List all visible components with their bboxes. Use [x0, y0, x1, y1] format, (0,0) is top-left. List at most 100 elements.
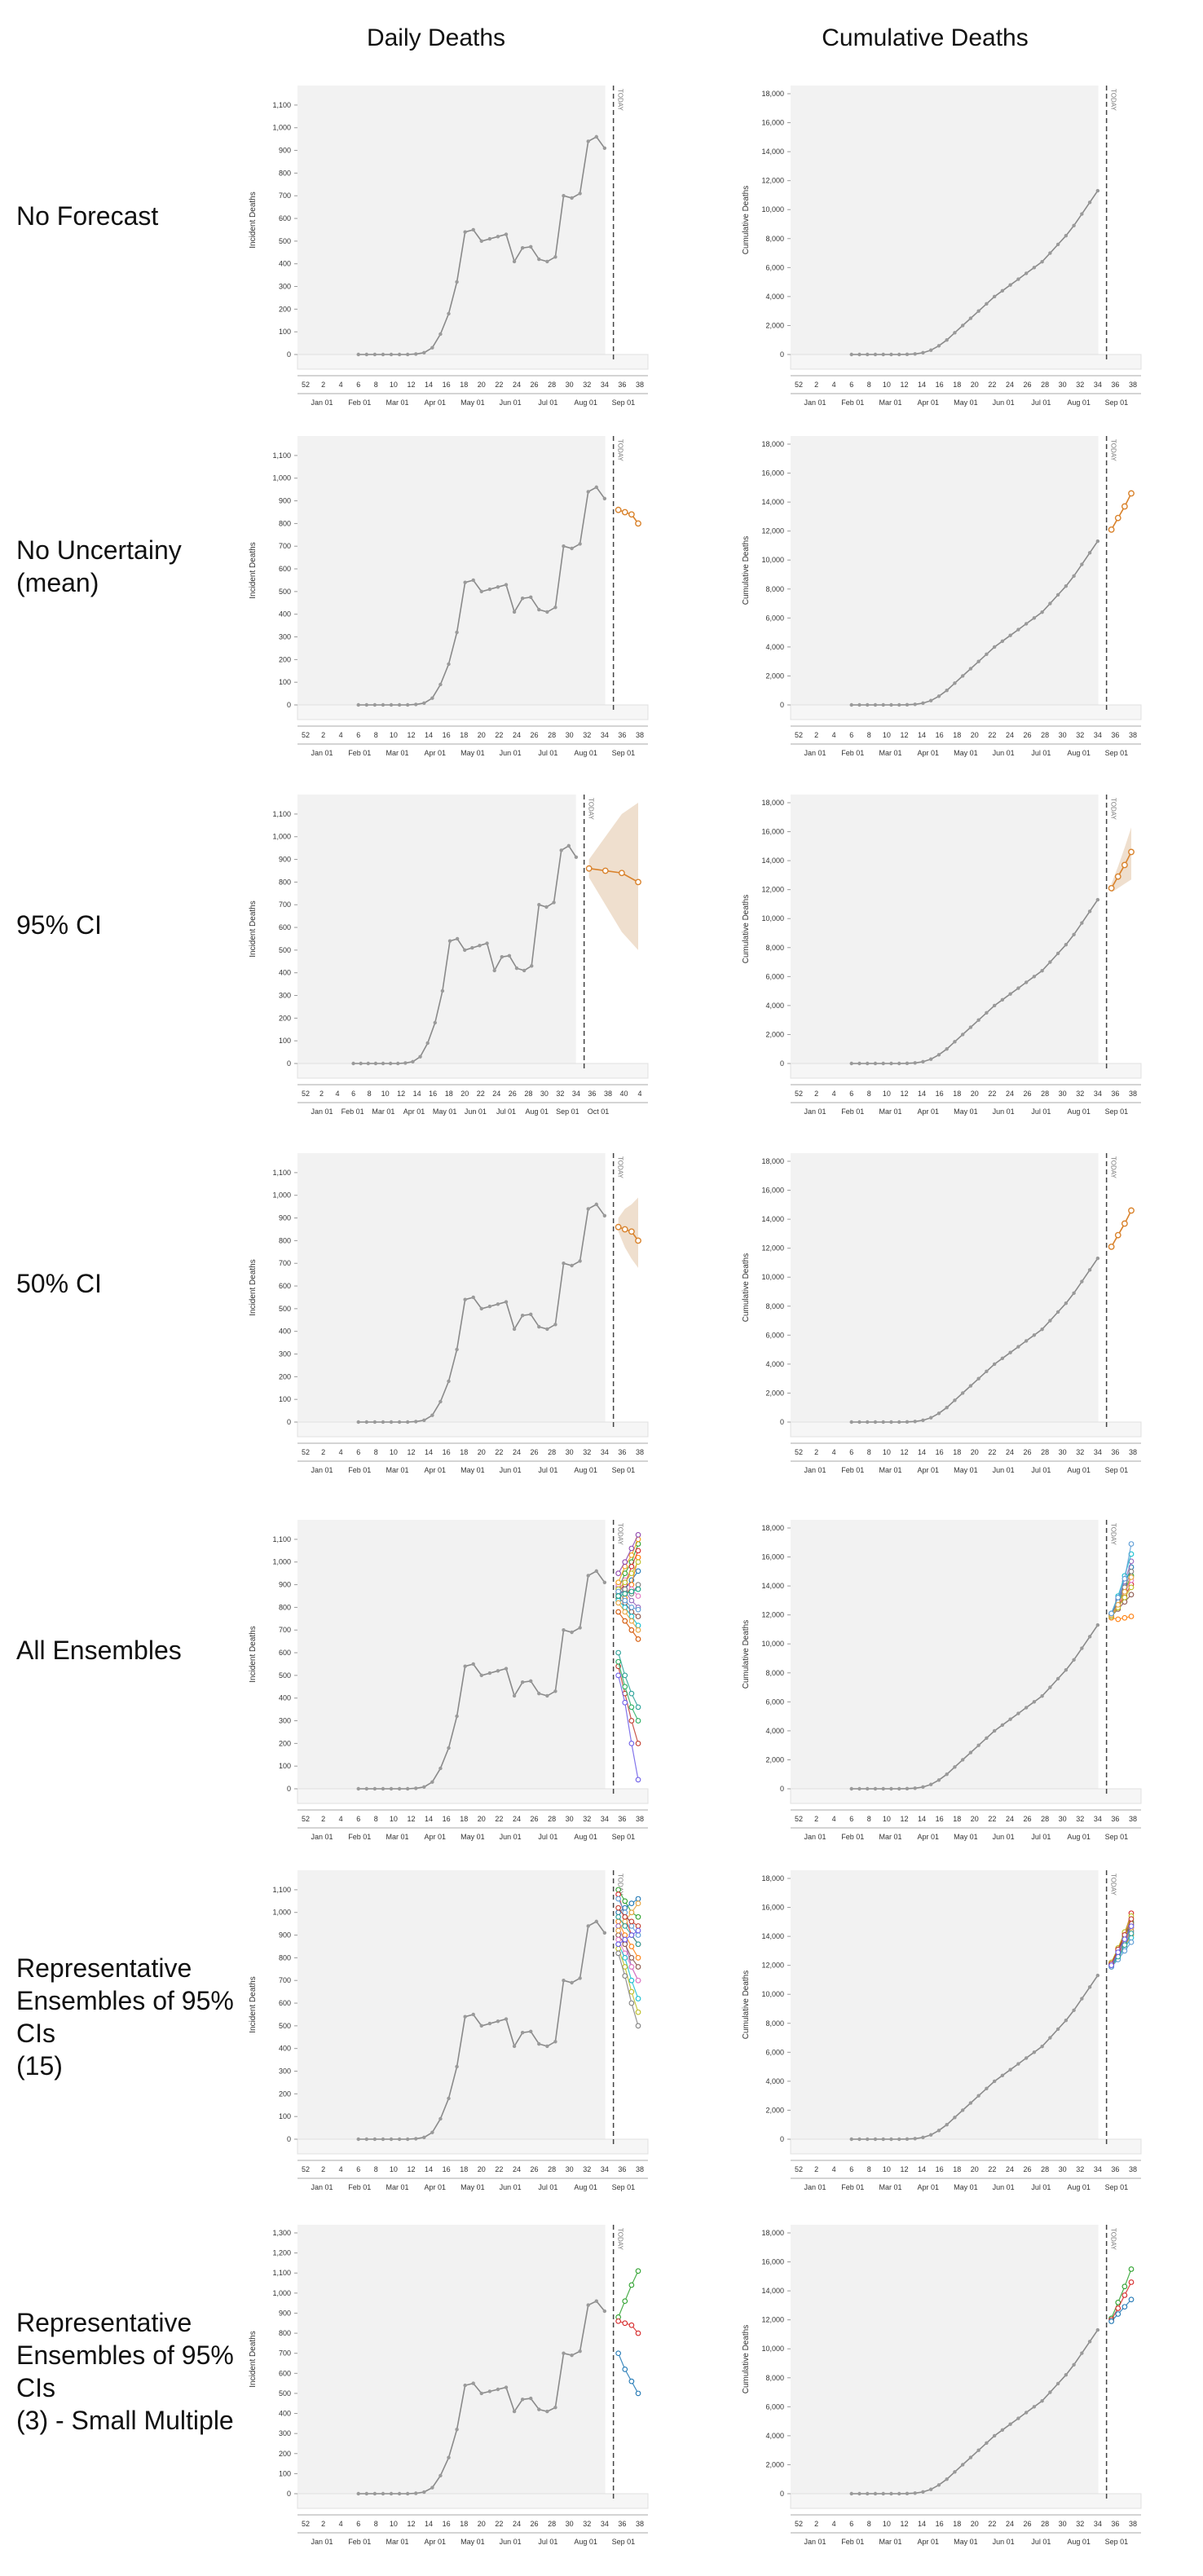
ensemble-line [1111, 1615, 1132, 1620]
observed-point [372, 1420, 377, 1425]
x-week-label: 6 [356, 1448, 360, 1456]
x-month-label: Feb 01 [342, 1107, 364, 1116]
x-week-label: 6 [849, 1815, 853, 1823]
observed-point [1072, 2362, 1076, 2367]
observed-point [364, 2491, 369, 2496]
observed-point [881, 2491, 885, 2496]
column-header-cumulative: Cumulative Deaths [822, 24, 1029, 51]
x-month-label: Jul 01 [538, 2183, 557, 2191]
forecast-point [635, 520, 641, 527]
observed-point [1064, 2373, 1069, 2377]
observed-point [992, 1362, 997, 1367]
x-week-label: 16 [429, 1090, 437, 1098]
observed-point [921, 701, 925, 706]
x-week-label: 22 [495, 2165, 503, 2173]
x-month-label: Mar 01 [879, 749, 901, 757]
x-month-label: Apr 01 [917, 1107, 939, 1116]
y-tick-label: 10,000 [761, 2345, 784, 2353]
y-tick-label: 1,000 [272, 1909, 291, 1917]
observed-point [545, 1693, 549, 1698]
observed-point [1040, 2399, 1044, 2403]
y-tick-label: 100 [279, 1395, 291, 1403]
ensemble-point [1128, 2296, 1135, 2303]
observed-point [405, 352, 410, 357]
observed-point [1055, 1676, 1060, 1681]
x-week-label: 36 [618, 731, 626, 739]
y-tick-label: 10,000 [761, 556, 784, 564]
x-week-label: 20 [478, 731, 486, 739]
y-tick-label: 0 [287, 1785, 291, 1793]
x-week-label: 32 [1076, 2165, 1084, 2173]
observed-point [594, 2299, 598, 2303]
ensemble-point [622, 1936, 628, 1943]
observed-point [1064, 943, 1069, 947]
x-week-label: 26 [1024, 1090, 1032, 1098]
observed-point [976, 1018, 980, 1022]
ensemble-line [1111, 1577, 1132, 1615]
observed-point [913, 1061, 917, 1065]
ensemble-point [622, 1597, 628, 1604]
past-region [791, 1520, 1099, 1789]
ensemble-line [1111, 1915, 1132, 1963]
ensemble-point [622, 1932, 628, 1938]
observed-point [1095, 897, 1100, 902]
x-week-label: 16 [936, 1090, 944, 1098]
observed-point [866, 702, 870, 707]
x-week-label: 36 [618, 381, 626, 389]
observed-point [463, 2383, 467, 2388]
x-week-label: 32 [1076, 1090, 1084, 1098]
ensemble-point [615, 1950, 621, 1957]
forecast-point [1128, 848, 1135, 856]
observed-point [976, 2094, 980, 2098]
y-tick-label: 100 [279, 2112, 291, 2120]
y-tick-label: 900 [279, 1931, 291, 1940]
observed-point [928, 1416, 933, 1420]
y-tick-label: 8,000 [765, 1302, 784, 1310]
y-tick-label: 400 [279, 969, 291, 977]
x-week-label: 30 [1059, 2165, 1067, 2173]
x-week-label: 28 [1041, 2165, 1049, 2173]
ensemble-point [615, 1887, 621, 1893]
observed-point [463, 2015, 467, 2019]
observed-point [936, 694, 941, 698]
x-month-label: Mar 01 [386, 749, 408, 757]
ensemble-point [635, 1614, 641, 1619]
x-month-label: Sep 01 [1105, 2183, 1129, 2191]
observed-point [968, 667, 973, 671]
observed-point [1080, 921, 1084, 925]
x-month-label: Mar 01 [386, 1833, 408, 1841]
observed-point [496, 585, 500, 589]
y-tick-label: 400 [279, 260, 291, 268]
ensemble-point [622, 1591, 628, 1597]
observed-point [1087, 1635, 1092, 1639]
observed-point [1000, 997, 1005, 1002]
x-month-label: May 01 [954, 1833, 978, 1841]
y-tick-label: 10,000 [761, 1273, 784, 1281]
chart-cumulative-1: 0 2,000 4,000 6,000 8,000 10,000 12,000 14,000 1… [742, 86, 1142, 407]
x-week-label: 52 [795, 1815, 803, 1823]
y-tick-label: 900 [279, 1581, 291, 1589]
y-tick-label: 200 [279, 2089, 291, 2098]
observed-point [578, 542, 582, 546]
ensemble-point [615, 1891, 621, 1897]
x-week-label: 34 [601, 2165, 609, 2173]
observed-point [487, 236, 492, 241]
observed-point [1072, 1658, 1076, 1662]
observed-point [520, 1680, 525, 1684]
x-month-label: Jul 01 [538, 1833, 557, 1841]
ensemble-point [635, 1927, 641, 1934]
observed-point [562, 1979, 566, 1983]
x-week-label: 10 [883, 1090, 891, 1098]
x-week-label: 28 [548, 2165, 556, 2173]
x-week-label: 52 [302, 731, 310, 739]
ensemble-point [1108, 2318, 1114, 2324]
ensemble-point [622, 1684, 628, 1690]
observed-point [1008, 2067, 1012, 2072]
x-week-label: 12 [407, 731, 415, 739]
x-week-label: 34 [601, 2520, 609, 2528]
y-tick-label: 14,000 [761, 2287, 784, 2295]
y-tick-label: 14,000 [761, 1215, 784, 1223]
ensemble-point [1128, 1541, 1135, 1547]
observed-point [1095, 1256, 1100, 1261]
x-month-label: Jun 01 [993, 2183, 1015, 2191]
